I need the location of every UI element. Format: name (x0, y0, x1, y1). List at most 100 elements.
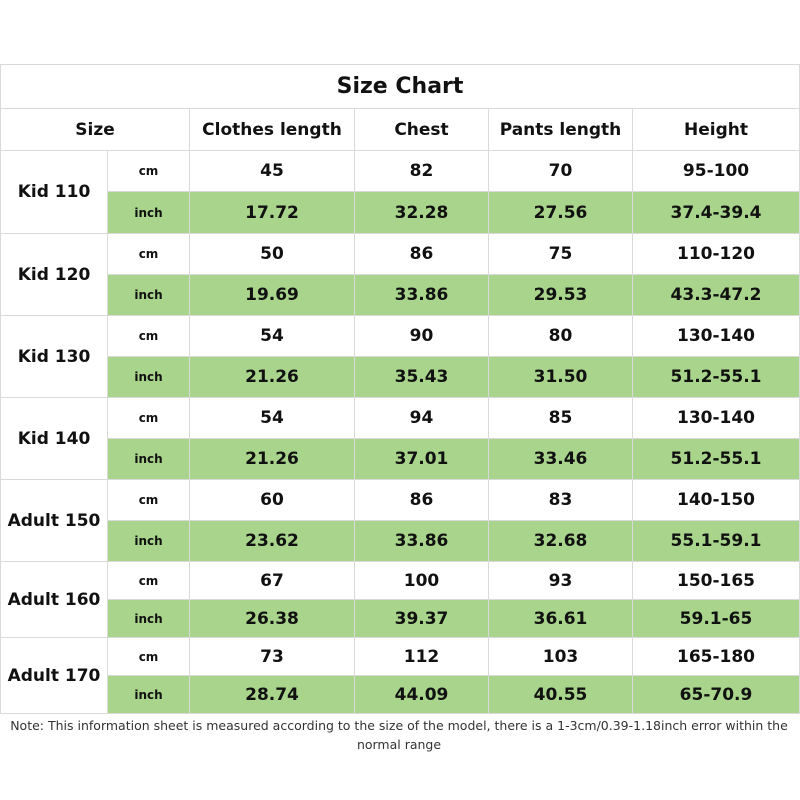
chest-value: 33.86 (354, 274, 489, 316)
clothes-length-value: 23.62 (189, 520, 355, 562)
table-row: inch 23.62 33.86 32.68 55.1-59.1 (1, 520, 800, 562)
table-row: Kid 140 cm 54 94 85 130-140 (0, 397, 800, 480)
unit-label-cm: cm (107, 150, 190, 192)
table-row: Adult 170 cm 73 112 103 165-180 (0, 637, 800, 714)
chest-value: 44.09 (354, 675, 489, 714)
unit-label-cm: cm (107, 397, 190, 439)
clothes-length-value: 54 (189, 315, 355, 357)
measurement-note: Note: This information sheet is measured… (10, 718, 788, 752)
table-row: inch 26.38 39.37 36.61 59.1-65 (1, 599, 800, 638)
height-value: 51.2-55.1 (631, 438, 800, 480)
clothes-length-value: 21.26 (189, 356, 355, 398)
height-value: 140-150 (631, 479, 800, 521)
height-value: 37.4-39.4 (631, 191, 800, 234)
table-row: inch 28.74 44.09 40.55 65-70.9 (1, 675, 800, 714)
header-pants-length: Pants length (488, 108, 633, 151)
unit-label-cm: cm (107, 561, 190, 600)
clothes-length-value: 67 (189, 561, 355, 600)
header-size: Size (0, 108, 190, 151)
unit-label-inch: inch (107, 191, 190, 234)
pants-length-value: 83 (488, 479, 633, 521)
table-row: Adult 160 cm 67 100 93 150-165 (0, 561, 800, 638)
pants-length-value: 29.53 (488, 274, 633, 316)
title-row: Size Chart (0, 64, 800, 109)
pants-length-value: 85 (488, 397, 633, 439)
unit-label-inch: inch (107, 356, 190, 398)
chart-title: Size Chart (0, 64, 800, 109)
size-label: Adult 170 (0, 637, 108, 714)
chest-value: 82 (354, 150, 489, 192)
chest-value: 100 (354, 561, 489, 600)
pants-length-value: 93 (488, 561, 633, 600)
clothes-length-value: 17.72 (189, 191, 355, 234)
clothes-length-value: 50 (189, 233, 355, 275)
header-chest: Chest (354, 108, 489, 151)
clothes-length-value: 60 (189, 479, 355, 521)
unit-label-cm: cm (107, 315, 190, 357)
chest-value: 90 (354, 315, 489, 357)
table-row: inch 21.26 37.01 33.46 51.2-55.1 (1, 438, 800, 480)
table-row: Kid 130 cm 54 90 80 130-140 (0, 315, 800, 398)
clothes-length-value: 21.26 (189, 438, 355, 480)
height-value: 130-140 (631, 397, 800, 439)
table-row: Kid 120 cm 50 86 75 110-120 (0, 233, 800, 316)
unit-label-cm: cm (107, 479, 190, 521)
size-chart: Size Chart Size Clothes length Chest Pan… (0, 64, 800, 714)
unit-label-cm: cm (107, 637, 190, 676)
height-value: 43.3-47.2 (631, 274, 800, 316)
size-label: Kid 110 (0, 150, 108, 234)
height-value: 55.1-59.1 (631, 520, 800, 562)
pants-length-value: 32.68 (488, 520, 633, 562)
clothes-length-value: 19.69 (189, 274, 355, 316)
size-label: Adult 160 (0, 561, 108, 638)
chest-value: 39.37 (354, 599, 489, 638)
pants-length-value: 27.56 (488, 191, 633, 234)
chest-value: 86 (354, 479, 489, 521)
table-row: Kid 110 cm 45 82 70 95-100 (0, 150, 800, 234)
chest-value: 86 (354, 233, 489, 275)
height-value: 51.2-55.1 (631, 356, 800, 398)
unit-label-inch: inch (107, 599, 190, 638)
pants-length-value: 80 (488, 315, 633, 357)
size-table: Size Chart Size Clothes length Chest Pan… (0, 64, 800, 714)
chest-value: 94 (354, 397, 489, 439)
header-height: Height (631, 108, 800, 151)
clothes-length-value: 73 (189, 637, 355, 676)
table-row: Adult 150 cm 60 86 83 140-150 (0, 479, 800, 562)
pants-length-value: 75 (488, 233, 633, 275)
unit-label-inch: inch (107, 274, 190, 316)
table-row: inch 19.69 33.86 29.53 43.3-47.2 (1, 274, 800, 316)
height-value: 110-120 (631, 233, 800, 275)
height-value: 165-180 (631, 637, 800, 676)
chest-value: 32.28 (354, 191, 489, 234)
pants-length-value: 40.55 (488, 675, 633, 714)
clothes-length-value: 28.74 (189, 675, 355, 714)
size-label: Kid 130 (0, 315, 108, 398)
chest-value: 112 (354, 637, 489, 676)
table-row: inch 17.72 32.28 27.56 37.4-39.4 (1, 191, 800, 234)
unit-label-inch: inch (107, 520, 190, 562)
header-clothes-length: Clothes length (189, 108, 355, 151)
pants-length-value: 36.61 (488, 599, 633, 638)
clothes-length-value: 45 (189, 150, 355, 192)
chest-value: 33.86 (354, 520, 489, 562)
pants-length-value: 31.50 (488, 356, 633, 398)
clothes-length-value: 26.38 (189, 599, 355, 638)
height-value: 95-100 (631, 150, 800, 192)
height-value: 65-70.9 (631, 675, 800, 714)
pants-length-value: 103 (488, 637, 633, 676)
chest-value: 35.43 (354, 356, 489, 398)
height-value: 150-165 (631, 561, 800, 600)
table-row: inch 21.26 35.43 31.50 51.2-55.1 (1, 356, 800, 398)
pants-length-value: 70 (488, 150, 633, 192)
unit-label-inch: inch (107, 675, 190, 714)
pants-length-value: 33.46 (488, 438, 633, 480)
header-row: Size Clothes length Chest Pants length H… (0, 108, 800, 151)
size-label: Adult 150 (0, 479, 108, 562)
height-value: 130-140 (631, 315, 800, 357)
unit-label-cm: cm (107, 233, 190, 275)
height-value: 59.1-65 (631, 599, 800, 638)
size-label: Kid 140 (0, 397, 108, 480)
clothes-length-value: 54 (189, 397, 355, 439)
unit-label-inch: inch (107, 438, 190, 480)
